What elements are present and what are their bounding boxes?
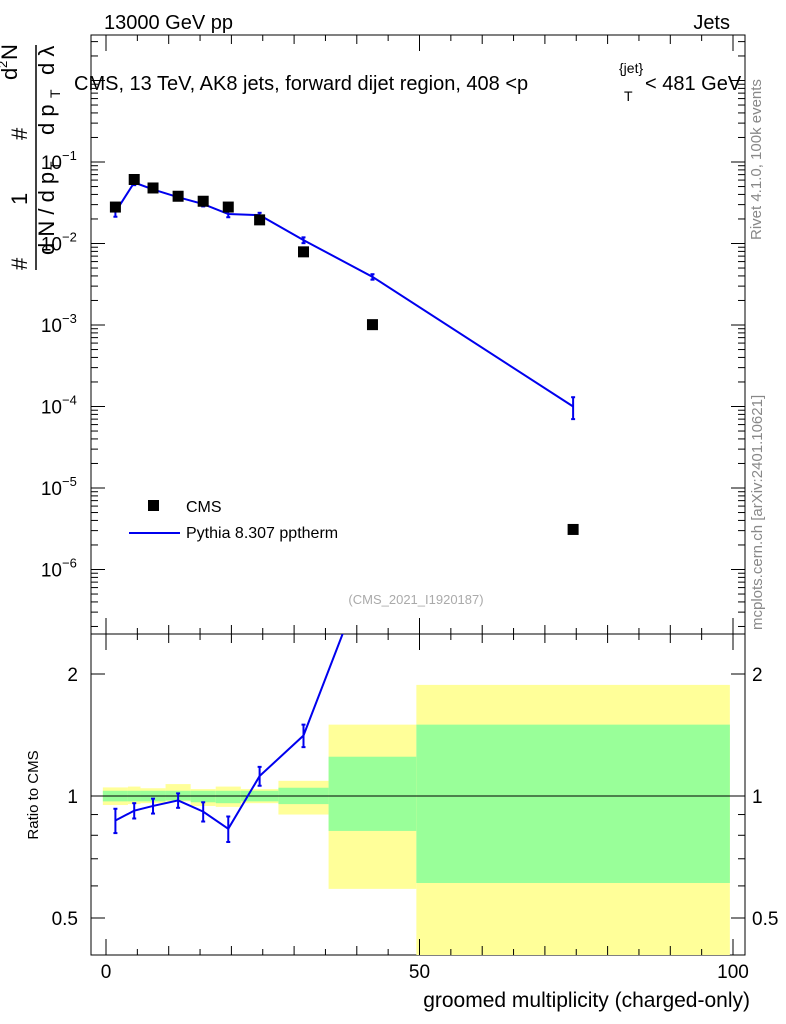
x-tick-label: 50 xyxy=(409,962,430,983)
ratio-plot-content xyxy=(113,634,344,844)
y-tick-label: 10 xyxy=(41,235,62,256)
pythia-line xyxy=(114,181,574,408)
main-plot-frame xyxy=(90,34,746,635)
ratio-y-tick-label: 0.5 xyxy=(52,909,78,930)
green-band-8 xyxy=(328,756,417,831)
y-tick-label: 10 xyxy=(41,398,62,419)
ratio-y-tick-label: 2 xyxy=(752,665,763,686)
chart-title: CMS, 13 TeV, AK8 jets, forward dijet reg… xyxy=(74,73,528,95)
svg-text:d p: d p xyxy=(34,104,59,135)
chart-title-main: CMS, 13 TeV, AK8 jets, forward dijet reg… xyxy=(74,73,517,95)
x-tick-label: 0 xyxy=(101,962,112,983)
chart-title-p: p xyxy=(517,73,528,95)
x-tick-label: 100 xyxy=(717,962,749,983)
category-label: Jets xyxy=(693,12,730,34)
y-tick-label: 10 xyxy=(41,561,62,582)
ratio-y-tick-label: 1 xyxy=(752,787,763,808)
y-tick-label: 10 xyxy=(41,153,62,174)
rivet-version-label: Rivet 4.1.0, 100k events xyxy=(748,79,765,240)
y-tick-label: 10 xyxy=(41,316,62,337)
cms-data-point xyxy=(147,182,159,194)
main-y-axis-label: # 1 d N / d p T # d p T d 2 N d λ xyxy=(0,44,63,270)
y-tick-label-exponent: −5 xyxy=(62,474,77,489)
main-plot-content xyxy=(109,173,579,535)
mcplots-label: mcplots.cern.ch [arXiv:2401.10621] xyxy=(749,395,766,630)
x-axis-label: groomed multiplicity (charged-only) xyxy=(423,989,750,1012)
energy-label: 13000 GeV pp xyxy=(104,12,233,34)
y-tick-label: 10 xyxy=(41,479,62,500)
y-tick-label-exponent: −6 xyxy=(62,556,77,571)
ratio-y-tick-label: 1 xyxy=(67,787,78,808)
legend-pythia-label: Pythia 8.307 pptherm xyxy=(186,525,338,542)
svg-text:#: # xyxy=(7,257,32,270)
axes: 10−110−210−310−410−510 −60.5 0.51 12 20 50 100 xyxy=(41,35,778,983)
svg-text:#: # xyxy=(7,127,32,140)
cms-data-point xyxy=(109,201,121,213)
chart-title-end: < 481 GeV xyxy=(645,73,742,95)
ratio-series xyxy=(113,634,344,844)
cms-data-point xyxy=(298,246,310,258)
cms-data-point xyxy=(172,190,184,202)
svg-text:N: N xyxy=(0,44,22,60)
chart-title-sup: {jet} xyxy=(619,60,643,76)
cms-data-point xyxy=(567,523,579,535)
cms-data-point xyxy=(254,214,266,226)
y-tick-label-exponent: −4 xyxy=(62,393,77,408)
green-band-5 xyxy=(215,790,241,804)
y-tick-label-exponent: −2 xyxy=(62,230,77,245)
ratio-y-axis-label: Ratio to CMS xyxy=(25,750,42,839)
svg-text:T: T xyxy=(47,161,63,170)
y-tick-label-exponent: −1 xyxy=(62,148,77,163)
chart-title-sub: T xyxy=(624,88,633,104)
green-band-9 xyxy=(416,724,730,884)
cms-data-point xyxy=(197,195,209,207)
y-tick-label-exponent: −3 xyxy=(62,311,77,326)
ratio-y-tick-label: 0.5 xyxy=(752,909,778,930)
cms-data-point xyxy=(366,319,378,331)
svg-text:2: 2 xyxy=(0,61,10,68)
svg-text:1: 1 xyxy=(7,193,32,205)
ratio-y-tick-label: 2 xyxy=(67,665,78,686)
svg-text:d: d xyxy=(0,68,22,80)
cms-data-point xyxy=(222,201,234,213)
svg-text:d N / d p: d N / d p xyxy=(34,172,59,255)
svg-text:d λ: d λ xyxy=(34,46,59,75)
svg-text:T: T xyxy=(47,89,63,98)
legend-cms-marker xyxy=(148,500,159,511)
legend-cms-label: CMS xyxy=(186,499,222,516)
cms-data-point xyxy=(128,173,140,185)
analysis-watermark: (CMS_2021_I1920187) xyxy=(348,592,483,607)
ratio-uncertainty-bands xyxy=(91,684,745,955)
green-band-4 xyxy=(190,790,216,803)
